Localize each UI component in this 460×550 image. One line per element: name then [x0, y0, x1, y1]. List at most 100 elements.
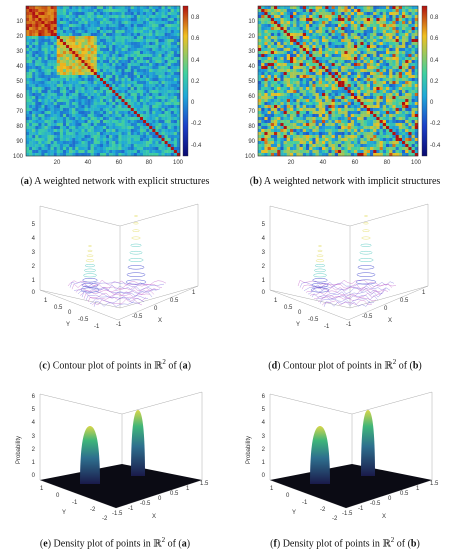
- heat-cell: [103, 150, 107, 154]
- heat-cell: [87, 12, 91, 16]
- heat-cell: [392, 129, 396, 133]
- heat-cell: [411, 15, 415, 19]
- heat-cell: [286, 63, 291, 67]
- heat-cell: [309, 39, 313, 43]
- heat-cell: [270, 75, 275, 79]
- heat-cell: [334, 33, 339, 37]
- heat-cell: [146, 72, 150, 76]
- heat-cell: [62, 141, 67, 145]
- heat-cell: [360, 33, 364, 37]
- heat-cell: [53, 63, 57, 67]
- heat-cell: [90, 129, 94, 133]
- heat-cell: [411, 123, 415, 127]
- heat-cell: [363, 30, 367, 34]
- heat-cell: [130, 90, 134, 94]
- heat-cell: [103, 138, 107, 142]
- heat-cell: [50, 18, 54, 22]
- heat-cell: [354, 123, 358, 127]
- heat-cell: [274, 45, 278, 49]
- heat-cell: [72, 45, 76, 49]
- heat-cell: [29, 18, 33, 22]
- heat-cell: [283, 69, 287, 73]
- heat-cell: [146, 84, 150, 88]
- heat-cell: [261, 153, 265, 157]
- heat-cell: [376, 9, 380, 13]
- heat-cell: [164, 51, 168, 55]
- heat-cell: [127, 9, 131, 13]
- heat-cell: [155, 123, 159, 127]
- heat-cell: [121, 96, 125, 100]
- heat-cell: [32, 93, 36, 97]
- heat-cell: [286, 6, 291, 10]
- y-tick: 50: [16, 79, 23, 85]
- heat-cell: [344, 66, 348, 70]
- heat-cell: [296, 33, 300, 37]
- heat-cell: [56, 90, 61, 94]
- heat-cell: [96, 42, 101, 46]
- heat-cell: [408, 96, 412, 100]
- y-tick: 30: [16, 49, 23, 55]
- heat-cell: [341, 27, 345, 31]
- heat-cell: [149, 69, 153, 73]
- y-tick: 80: [16, 124, 23, 130]
- heat-cell: [109, 42, 113, 46]
- heat-cell: [312, 90, 316, 94]
- heat-cell: [334, 48, 339, 52]
- heat-cell: [146, 111, 150, 115]
- heat-cell: [382, 102, 387, 106]
- heat-cell: [143, 81, 147, 85]
- heat-cell: [370, 129, 374, 133]
- heat-cell: [32, 30, 36, 34]
- heat-cell: [274, 69, 278, 73]
- heat-cell: [176, 81, 181, 85]
- heat-cell: [47, 33, 51, 37]
- heat-cell: [78, 96, 82, 100]
- heat-cell: [328, 87, 332, 91]
- heat-cell: [373, 96, 377, 100]
- heat-cell: [170, 45, 174, 49]
- heat-cell: [133, 108, 138, 112]
- heat-cell: [370, 120, 374, 124]
- heat-cell: [267, 60, 271, 64]
- heat-cell: [38, 114, 42, 118]
- heat-cell: [360, 144, 364, 148]
- heat-cell: [328, 69, 332, 73]
- heat-cell: [96, 102, 101, 106]
- heat-cell: [158, 72, 162, 76]
- heat-cell: [315, 129, 319, 133]
- heat-cell: [38, 99, 42, 103]
- heat-cell: [53, 96, 57, 100]
- heat-cell: [267, 96, 271, 100]
- heat-cell: [152, 84, 156, 88]
- heat-cell: [161, 75, 165, 79]
- heat-cell: [405, 51, 409, 55]
- heat-cell: [286, 78, 291, 82]
- heat-cell: [170, 123, 174, 127]
- heat-cell: [286, 27, 291, 31]
- heat-cell: [363, 84, 367, 88]
- heat-cell: [146, 78, 150, 82]
- heat-cell: [376, 150, 380, 154]
- heat-cell: [155, 84, 159, 88]
- heat-cell: [173, 27, 178, 31]
- heat-cell: [270, 102, 275, 106]
- heat-cell: [322, 33, 326, 37]
- heat-cell: [69, 117, 73, 121]
- heat-cell: [392, 114, 396, 118]
- heat-cell: [59, 81, 64, 85]
- heat-cell: [149, 93, 153, 97]
- heat-cell: [176, 126, 181, 130]
- heat-cell: [309, 78, 313, 82]
- heat-cell: [139, 87, 144, 91]
- heat-cell: [302, 123, 307, 127]
- heat-cell: [176, 18, 181, 22]
- heat-cell: [334, 105, 339, 109]
- heat-cell: [41, 111, 45, 115]
- heat-cell: [293, 12, 297, 16]
- heat-cell: [176, 102, 181, 106]
- heat-cell: [167, 66, 171, 70]
- heat-cell: [78, 90, 82, 94]
- heat-cell: [44, 102, 48, 106]
- heat-cell: [53, 72, 57, 76]
- heat-cell: [363, 21, 367, 25]
